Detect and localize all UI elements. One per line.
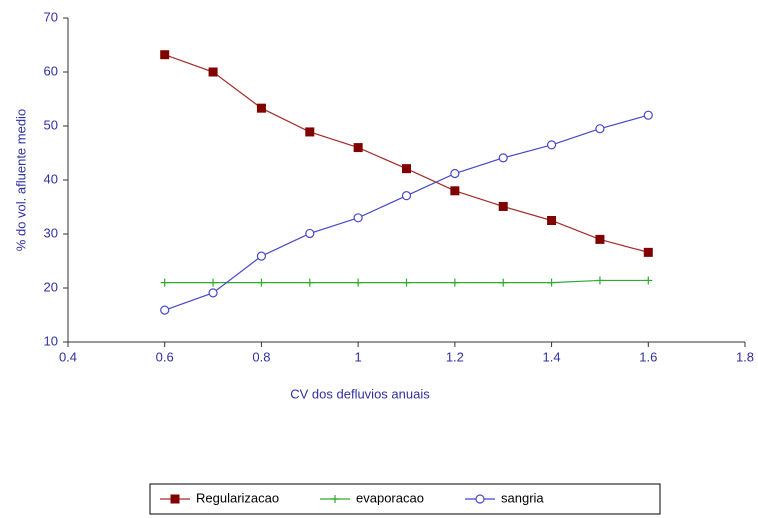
- data-point: [402, 164, 411, 174]
- data-point: [305, 228, 315, 239]
- data-point: [305, 278, 314, 287]
- data-point: [498, 153, 508, 163]
- data-point: [256, 103, 266, 113]
- y-tick-label: 10: [44, 333, 58, 348]
- legend-label: Regularizacao: [196, 490, 279, 505]
- data-point: [450, 168, 460, 179]
- legend-marker: [331, 495, 339, 503]
- data-point: [498, 201, 508, 211]
- data-point: [160, 305, 170, 315]
- legend-label: evaporacao: [356, 490, 424, 505]
- y-tick-label: 30: [44, 225, 58, 240]
- data-point: [256, 251, 267, 261]
- data-point: [401, 191, 412, 201]
- data-point: [353, 143, 363, 153]
- data-point: [257, 278, 266, 287]
- data-point: [499, 278, 508, 287]
- data-point: [547, 216, 557, 225]
- data-point: [595, 234, 605, 244]
- data-point: [450, 278, 459, 287]
- legend-marker: [170, 494, 180, 504]
- data-point: [643, 110, 653, 120]
- data-point: [546, 140, 557, 150]
- y-tick-label: 50: [44, 117, 58, 132]
- legend-label: sangria: [501, 490, 544, 505]
- data-point: [595, 276, 604, 285]
- data-point: [450, 186, 460, 196]
- data-point: [595, 124, 605, 134]
- legend-marker: [475, 494, 485, 504]
- y-tick-label: 40: [44, 171, 58, 186]
- x-tick-label: 1.4: [543, 349, 561, 364]
- data-point: [402, 278, 411, 287]
- data-point: [643, 247, 653, 257]
- data-point: [353, 213, 363, 223]
- x-tick-label: 1.8: [736, 349, 754, 364]
- data-point: [208, 67, 218, 77]
- data-point: [305, 127, 315, 137]
- data-point: [547, 278, 556, 287]
- x-tick-label: 1: [355, 349, 362, 364]
- x-tick-label: 0.4: [59, 349, 77, 364]
- data-point: [644, 276, 653, 285]
- y-tick-label: 60: [44, 63, 58, 78]
- x-tick-label: 0.8: [252, 349, 270, 364]
- x-tick-label: 1.2: [446, 349, 464, 364]
- x-tick-label: 0.6: [156, 349, 174, 364]
- x-tick-label: 1.6: [639, 349, 657, 364]
- y-tick-label: 70: [44, 9, 58, 24]
- x-axis-title: CV dos defluvios anuais: [290, 386, 430, 401]
- series-line: [164, 54, 649, 253]
- legend-box: [149, 483, 661, 515]
- y-axis-title: % do vol. afluente medio: [13, 109, 28, 251]
- data-point: [354, 278, 363, 287]
- data-point: [208, 288, 218, 298]
- data-point: [209, 278, 218, 287]
- data-point: [160, 278, 169, 287]
- data-point: [160, 50, 170, 60]
- y-tick-label: 20: [44, 279, 58, 294]
